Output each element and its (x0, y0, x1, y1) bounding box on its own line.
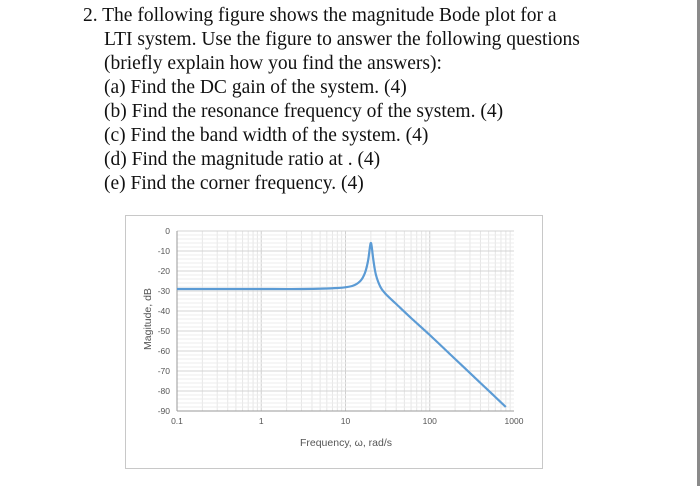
y-axis-title: Magitude, dB (142, 288, 154, 350)
x-tick-label: 10 (341, 416, 351, 426)
y-tick-label: -10 (158, 246, 171, 256)
axes (176, 231, 514, 412)
y-tick-label: -40 (158, 306, 171, 316)
question-item-a: (a) Find the DC gain of the system. (4) (104, 77, 407, 98)
y-tick-label: 0 (165, 226, 170, 236)
x-tick-label: 1000 (505, 416, 524, 426)
y-tick-label: -30 (158, 286, 171, 296)
question-item-b: (b) Find the resonance frequency of the … (104, 101, 504, 122)
y-tick-label: -50 (158, 326, 171, 336)
y-tick-label: -90 (158, 406, 171, 416)
bode-plot-svg: 0 -10 -20 -30 -40 -50 -60 -70 -80 -900.1 1 10 100 100… (142, 226, 524, 449)
question-text: 2. The following figure shows the magnit… (83, 4, 643, 196)
question-line: LTI system. Use the figure to answer the… (104, 29, 580, 50)
x-tick-label: 1 (259, 416, 264, 426)
grid (176, 230, 514, 412)
tick-labels: 0 -10 -20 -30 -40 -50 -60 -70 -80 -900.1 1 10 100 100… (158, 226, 524, 426)
question-item-e: (e) Find the corner frequency. (4) (104, 173, 364, 194)
x-tick-label: 0.1 (171, 416, 183, 426)
y-tick-label: -20 (158, 266, 171, 276)
magnitude-series-line (177, 241, 507, 408)
question-item-c: (c) Find the band width of the system. (… (104, 125, 429, 146)
page-edge-rule (697, 0, 700, 486)
x-axis-title: Frequency, ω, rad/s (300, 437, 392, 449)
y-tick-label: -70 (158, 366, 171, 376)
question-line: (briefly explain how you find the answer… (104, 53, 442, 74)
x-tick-label: 100 (423, 416, 437, 426)
question-item-d: (d) Find the magnitude ratio at . (4) (104, 149, 381, 170)
bode-chart: 0 -10 -20 -30 -40 -50 -60 -70 -80 -90 0.1 1 10 100 100… (125, 215, 543, 469)
y-tick-label: -60 (158, 346, 171, 356)
series (177, 241, 507, 408)
question-line: 2. The following figure shows the magnit… (83, 5, 557, 26)
y-tick-label: -80 (158, 386, 171, 396)
